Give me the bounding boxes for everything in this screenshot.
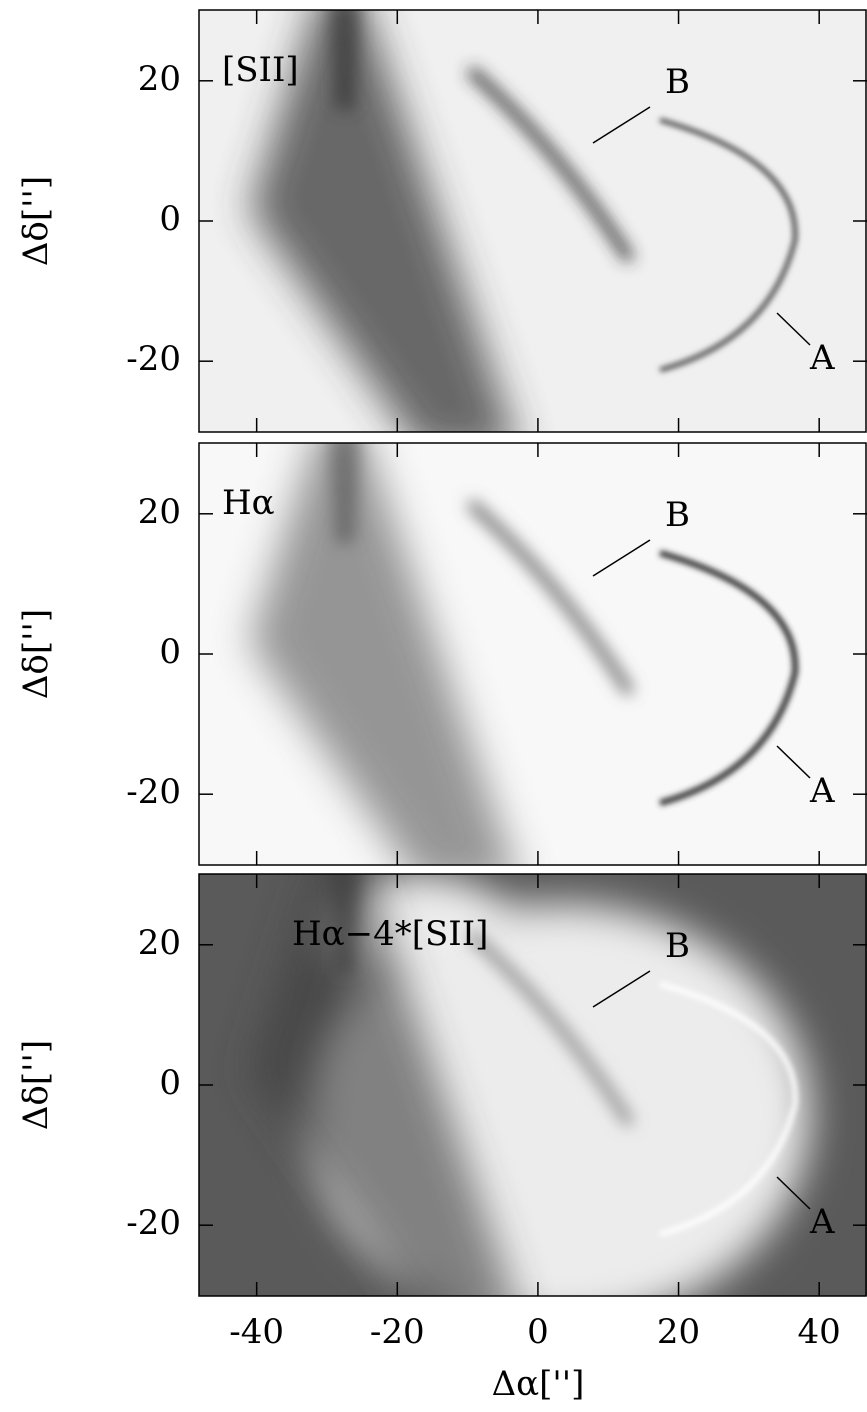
x-tick-label: -20 xyxy=(370,1312,425,1352)
dark-knot xyxy=(330,0,360,110)
figure: -20 0 20 [SII] B A Δδ[''] -20 0 20 Hα B A Δδ[''] -40 -2… xyxy=(0,0,867,1412)
y-axis-label: Δδ[''] xyxy=(16,609,56,699)
annotation: A xyxy=(809,1202,835,1242)
x-axis-label: Δα[''] xyxy=(492,1364,585,1404)
y-tick-label: 20 xyxy=(138,923,181,963)
annotation: A xyxy=(809,771,835,811)
y-tick-label: -20 xyxy=(126,339,181,379)
y-tick-label: 0 xyxy=(159,199,181,239)
panel-label: Hα−4*[SII] xyxy=(292,914,488,954)
image xyxy=(199,0,867,452)
annotation: B xyxy=(665,495,690,535)
y-tick-label: -20 xyxy=(126,772,181,812)
annotation: B xyxy=(665,926,690,966)
x-tick-label: 20 xyxy=(657,1312,700,1352)
x-tick-label: 0 xyxy=(527,1312,549,1352)
panel-label: Hα xyxy=(222,483,275,523)
y-tick-label: -20 xyxy=(126,1203,181,1243)
image xyxy=(199,423,867,885)
x-tick-label: -40 xyxy=(229,1312,284,1352)
panel-label: [SII] xyxy=(222,50,299,90)
y-axis-label: Δδ[''] xyxy=(16,176,56,266)
annotation: A xyxy=(809,338,835,378)
y-tick-label: 0 xyxy=(159,1063,181,1103)
y-tick-label: 20 xyxy=(138,492,181,532)
annotation: B xyxy=(665,62,690,102)
y-axis-label: Δδ[''] xyxy=(16,1040,56,1130)
x-tick-label: 40 xyxy=(798,1312,841,1352)
y-tick-label: 20 xyxy=(138,59,181,99)
dark-knot xyxy=(330,433,360,543)
y-tick-label: 0 xyxy=(159,632,181,672)
